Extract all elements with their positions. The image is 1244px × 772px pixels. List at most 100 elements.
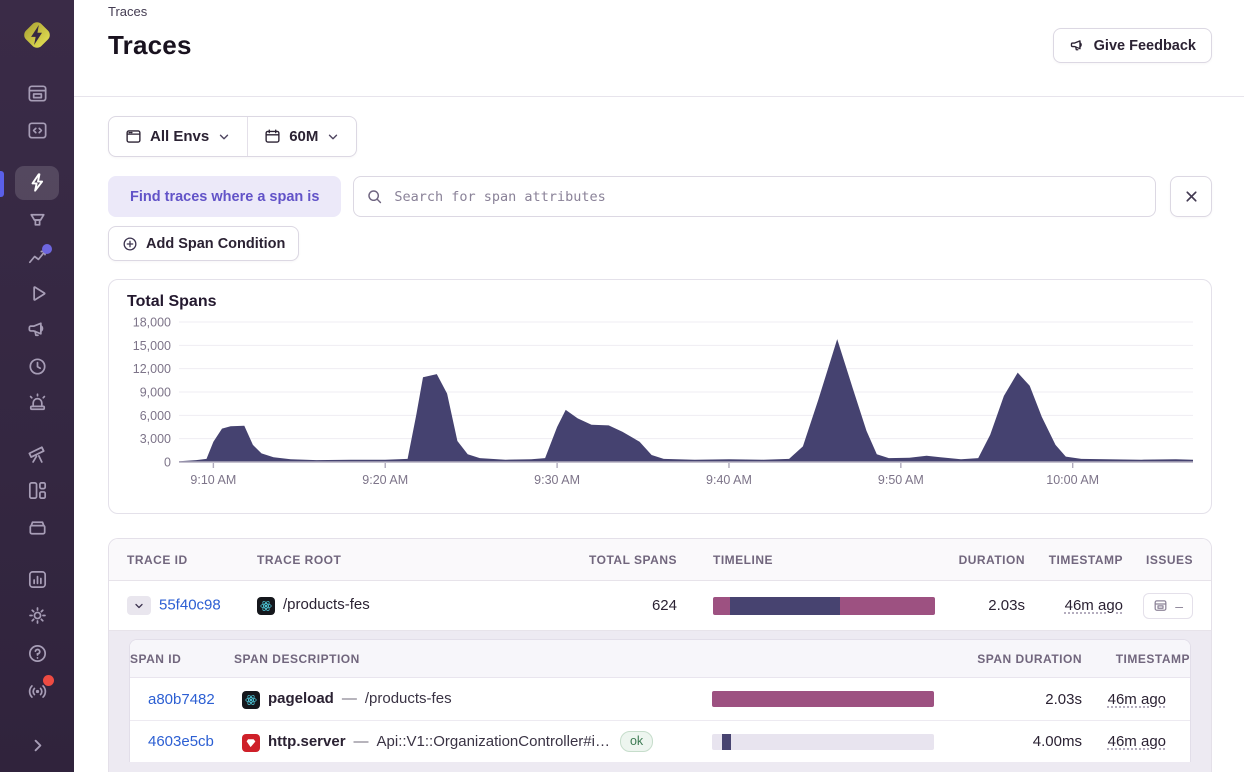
time-range-filter[interactable]: 60M: [248, 117, 356, 156]
broadcast-icon: [28, 684, 46, 698]
give-feedback-button[interactable]: Give Feedback: [1052, 28, 1212, 63]
spans-table-header: Span ID Span Description Span Duration T…: [130, 640, 1190, 678]
col-span-description: Span Description: [234, 652, 360, 666]
span-search-box[interactable]: [353, 176, 1156, 217]
bar-chart-icon: [28, 570, 46, 588]
svg-text:3,000: 3,000: [140, 432, 171, 446]
col-span-id: Span ID: [130, 652, 182, 666]
filter-divider: [247, 117, 249, 156]
window-icon: [126, 130, 141, 143]
span-separator: —: [341, 689, 357, 707]
gear-icon: [28, 607, 46, 625]
span-op: http.server: [268, 733, 346, 750]
span-row: 4603e5cb http.server — Api::V1::Organizati…: [130, 720, 1190, 762]
sidebar-item-insights[interactable]: [15, 241, 59, 273]
trace-issues-button[interactable]: –: [1143, 592, 1193, 619]
sidebar-item-help[interactable]: [15, 636, 59, 670]
sidebar-item-feedback[interactable]: [15, 314, 59, 346]
sidebar-item-alerts[interactable]: [15, 387, 59, 419]
chart-title: Total Spans: [127, 293, 217, 310]
plus-circle-icon: [123, 237, 137, 250]
span-row: a80b7482 pageload — /products-fes 2.03s 46…: [130, 678, 1190, 720]
filter-bar: All Envs 60M: [108, 116, 358, 157]
telescope-icon: [27, 446, 44, 463]
trace-expanded-section: Span ID Span Description Span Duration T…: [109, 630, 1211, 772]
sidebar-item-profiling[interactable]: [15, 204, 59, 236]
issues-inbox-icon: [1154, 600, 1167, 611]
sidebar-item-releases[interactable]: [15, 511, 59, 543]
traces-table: Trace ID Trace Root Total Spans Timeline…: [108, 538, 1212, 772]
megaphone-icon: [27, 322, 43, 337]
span-description: Api::V1::OrganizationController#i…: [376, 733, 610, 750]
sidebar-item-stats[interactable]: [15, 563, 59, 595]
total-spans-chart: 0 3,000 6,000 9,000 12,000 15,000 18,000 9:10 A…: [133, 316, 1193, 487]
col-duration: Duration: [958, 553, 1025, 567]
span-id-link[interactable]: a80b7482: [148, 690, 215, 708]
trace-timestamp[interactable]: 46m ago: [1064, 597, 1123, 614]
calendar-icon: [265, 129, 280, 143]
environment-filter[interactable]: All Envs: [109, 117, 247, 156]
traces-table-header: Trace ID Trace Root Total Spans Timeline…: [109, 539, 1211, 581]
sidebar-item-traces[interactable]: [0, 165, 59, 201]
chevron-down-icon: [329, 134, 338, 139]
breadcrumb[interactable]: Traces: [108, 4, 148, 19]
span-timestamp[interactable]: 46m ago: [1107, 690, 1166, 708]
svg-text:6,000: 6,000: [140, 409, 171, 423]
sidebar-item-replays[interactable]: [15, 277, 59, 309]
span-id-link[interactable]: 4603e5cb: [148, 733, 214, 750]
sidebar-item-discover[interactable]: [15, 438, 59, 470]
time-range-filter-label: 60M: [289, 128, 319, 145]
svg-text:0: 0: [164, 456, 171, 470]
main-content: Traces Traces Give Feedback All Envs 60M: [74, 0, 1244, 772]
span-search-input[interactable]: [392, 187, 1143, 206]
siren-icon: [29, 393, 45, 411]
lightning-bolt-icon: [31, 173, 43, 193]
clock-icon: [28, 358, 46, 375]
span-duration: 4.00ms: [1032, 733, 1082, 750]
chevron-down-icon: [219, 134, 229, 139]
col-timeline: Timeline: [713, 553, 773, 567]
sentry-logo[interactable]: [15, 14, 59, 56]
sidebar-item-projects[interactable]: [15, 114, 59, 146]
clear-search-button[interactable]: [1170, 176, 1212, 217]
svg-text:18,000: 18,000: [133, 316, 171, 330]
trace-duration: 2.03s: [988, 597, 1025, 614]
sidebar-item-dashboards[interactable]: [15, 475, 59, 507]
add-span-condition-button[interactable]: Add Span Condition: [108, 226, 300, 261]
span-timestamp[interactable]: 46m ago: [1107, 733, 1166, 750]
trace-timeline-bar: [713, 596, 935, 615]
play-icon: [32, 286, 46, 301]
close-icon: [1185, 191, 1197, 202]
span-timeline-bar: [712, 733, 934, 750]
col-trace-root: Trace Root: [257, 553, 342, 567]
col-trace-id: Trace ID: [127, 553, 188, 567]
search-icon: [368, 190, 382, 204]
sidebar: [0, 0, 74, 772]
funnel-icon: [29, 213, 45, 226]
col-issues: Issues: [1145, 553, 1193, 567]
trace-expander-button[interactable]: [127, 596, 151, 615]
code-folder-icon: [27, 122, 47, 139]
add-span-condition-label: Add Span Condition: [146, 235, 286, 252]
col-timestamp: Timestamp: [1048, 553, 1123, 567]
sidebar-item-whats-new[interactable]: [15, 674, 59, 708]
give-feedback-label: Give Feedback: [1093, 37, 1196, 54]
query-pill-label: Find traces where a span is: [108, 176, 342, 217]
span-separator: —: [353, 733, 369, 750]
sidebar-item-crons[interactable]: [15, 350, 59, 382]
trace-id-link[interactable]: 55f40c98: [159, 596, 221, 614]
trace-issues-count: –: [1175, 597, 1183, 614]
span-duration: 2.03s: [1045, 690, 1082, 708]
svg-text:9:20 AM: 9:20 AM: [362, 473, 408, 487]
megaphone-icon: [1070, 40, 1082, 51]
ruby-icon: [242, 734, 260, 752]
spans-table: Span ID Span Description Span Duration T…: [129, 639, 1191, 762]
sidebar-item-issues[interactable]: [15, 78, 59, 110]
question-circle-icon: [28, 644, 46, 662]
environment-filter-label: All Envs: [150, 128, 210, 145]
svg-text:9:40 AM: 9:40 AM: [706, 473, 752, 487]
sidebar-collapse-button[interactable]: [15, 728, 59, 762]
notification-dot-blue: [42, 243, 52, 254]
sidebar-item-settings[interactable]: [15, 599, 59, 631]
issues-inbox-icon: [27, 85, 47, 102]
